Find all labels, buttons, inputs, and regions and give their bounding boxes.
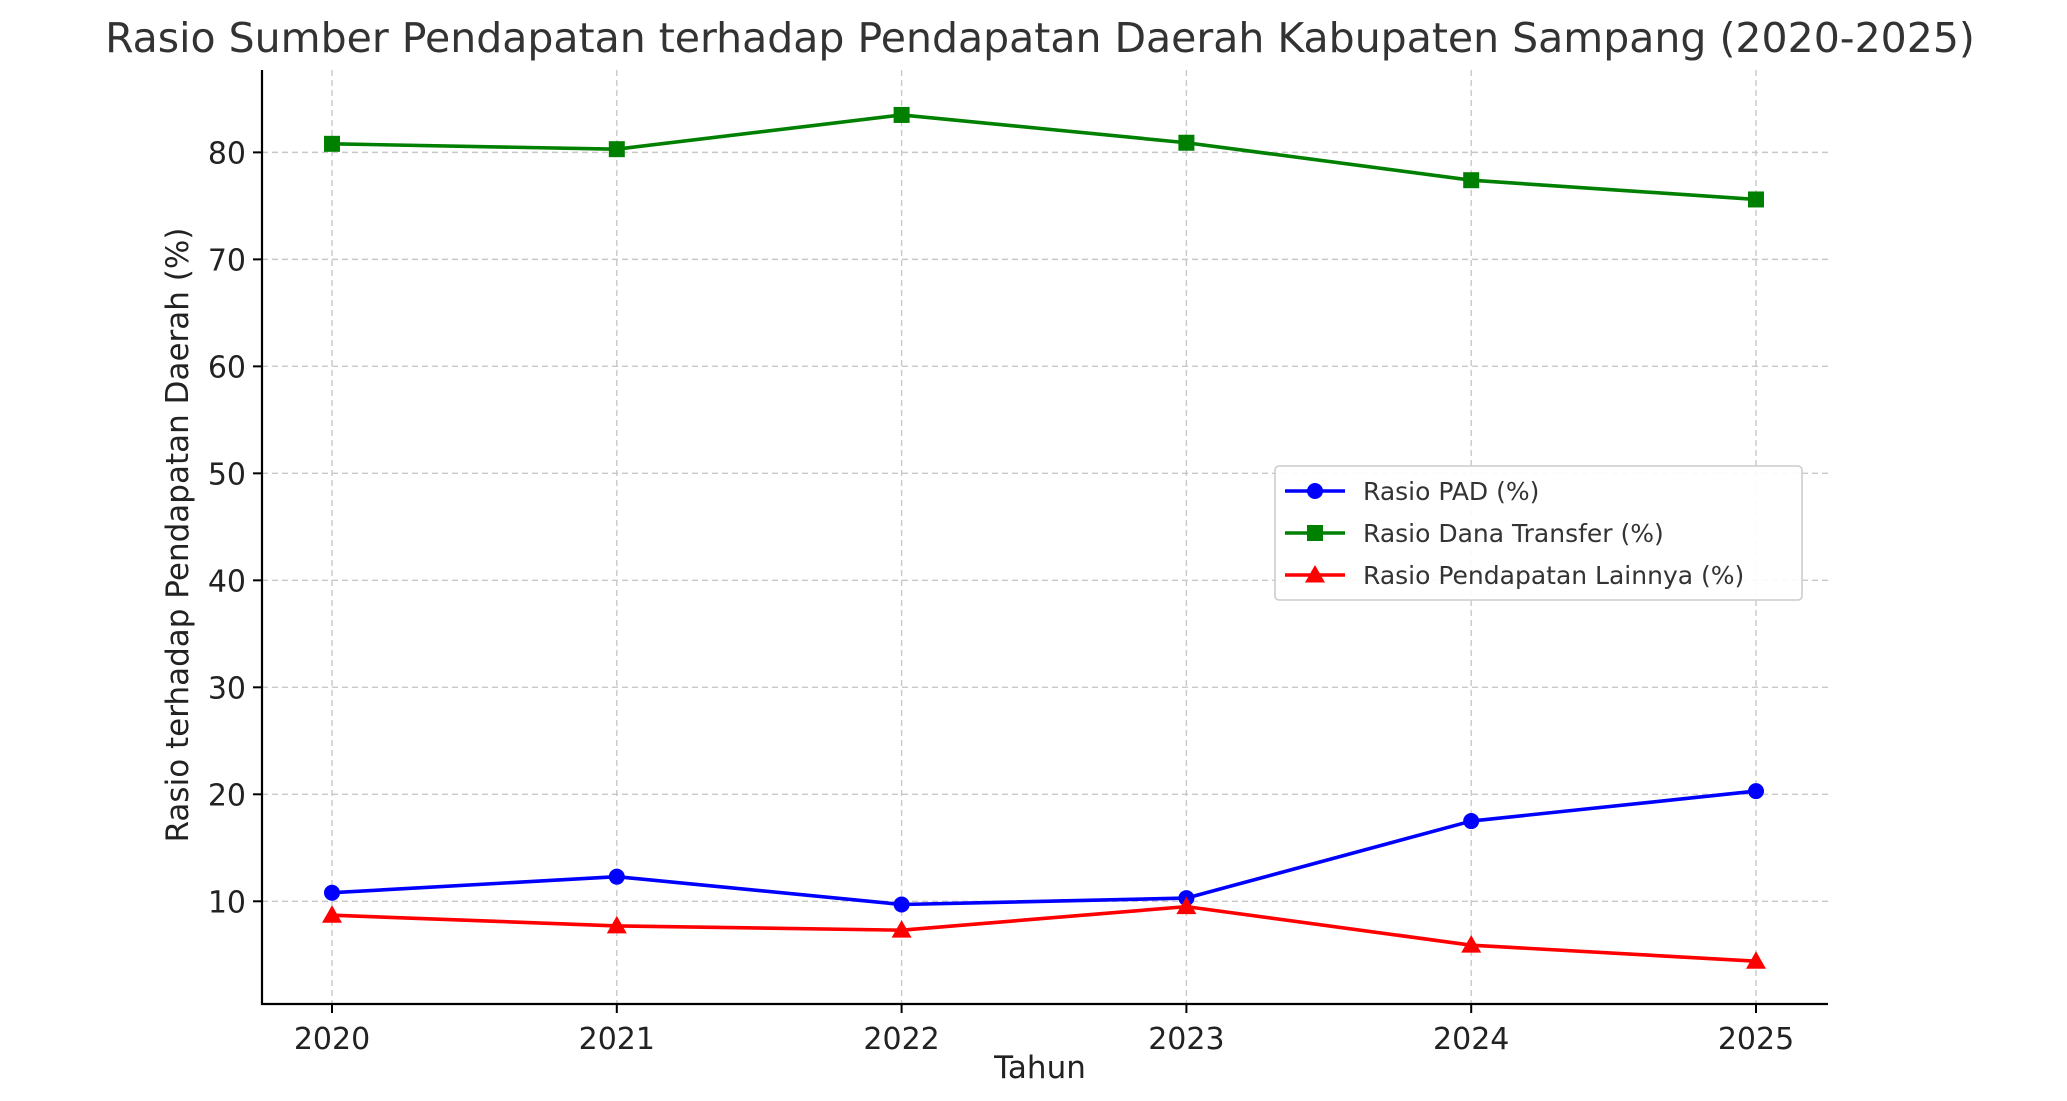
y-axis-label: Rasio terhadap Pendapatan Daerah (%) [160, 228, 196, 843]
legend-marker [1307, 483, 1323, 499]
data-point [893, 896, 910, 913]
data-point [1748, 191, 1764, 208]
legend-marker [1307, 525, 1323, 541]
y-tick-label: 40 [208, 564, 246, 599]
series-2 [324, 106, 1764, 208]
data-point [1461, 935, 1482, 953]
x-axis-label: Tahun [993, 1050, 1086, 1086]
data-point [1463, 813, 1480, 830]
series-line [331, 113, 1757, 202]
data-point [893, 106, 910, 123]
legend-label: Rasio Dana Transfer (%) [1363, 519, 1664, 548]
y-tick-label: 60 [208, 350, 246, 385]
legend-label: Rasio PAD (%) [1363, 477, 1539, 506]
legend: Rasio PAD (%) Rasio Dana Transfer (%) Rasi… [1274, 465, 1803, 601]
series-1 [324, 783, 1764, 913]
data-point [608, 141, 625, 158]
x-tick-label: 2024 [1433, 1022, 1509, 1057]
grid [262, 70, 1828, 1004]
x-tick-label: 2021 [579, 1022, 655, 1057]
data-point [1748, 783, 1764, 800]
y-tick-label: 10 [208, 885, 246, 920]
y-tick-label: 50 [208, 457, 246, 492]
data-point [324, 884, 340, 901]
x-tick-label: 2022 [863, 1022, 939, 1057]
chart-title: Rasio Sumber Pendapatan terhadap Pendapa… [105, 14, 1975, 62]
legend-entry: Rasio PAD (%) [1285, 477, 1539, 506]
data-point [1178, 134, 1195, 151]
x-tick-label: 2025 [1718, 1022, 1794, 1057]
data-point [608, 868, 625, 885]
data-point [891, 920, 912, 938]
axis-spine [260, 70, 1828, 1006]
data-point [606, 915, 627, 934]
data-point [1176, 896, 1197, 915]
series-line [331, 904, 1757, 964]
x-tick-label: 2023 [1148, 1022, 1224, 1057]
data-point [1463, 172, 1480, 189]
y-tick-label: 70 [208, 243, 246, 278]
data-point [324, 135, 340, 152]
data-point [1746, 951, 1766, 969]
legend-entry: Rasio Dana Transfer (%) [1285, 519, 1664, 548]
legend-label: Rasio Pendapatan Lainnya (%) [1363, 561, 1744, 590]
data-point [322, 905, 342, 923]
series-line [331, 789, 1757, 907]
axes: 2020 2021 2022 2023 2024 2025 10 20 30 40 50 60 70 80 [208, 70, 1828, 1057]
series-3 [322, 896, 1766, 969]
y-tick-label: 30 [208, 671, 246, 706]
y-tick-label: 20 [208, 778, 246, 813]
legend-entry: Rasio Pendapatan Lainnya (%) [1285, 561, 1744, 590]
legend-marker [1305, 565, 1325, 583]
y-tick-label: 80 [208, 136, 246, 171]
x-tick-label: 2020 [294, 1022, 370, 1057]
series-layer [322, 106, 1766, 969]
legend-box [1274, 465, 1803, 601]
